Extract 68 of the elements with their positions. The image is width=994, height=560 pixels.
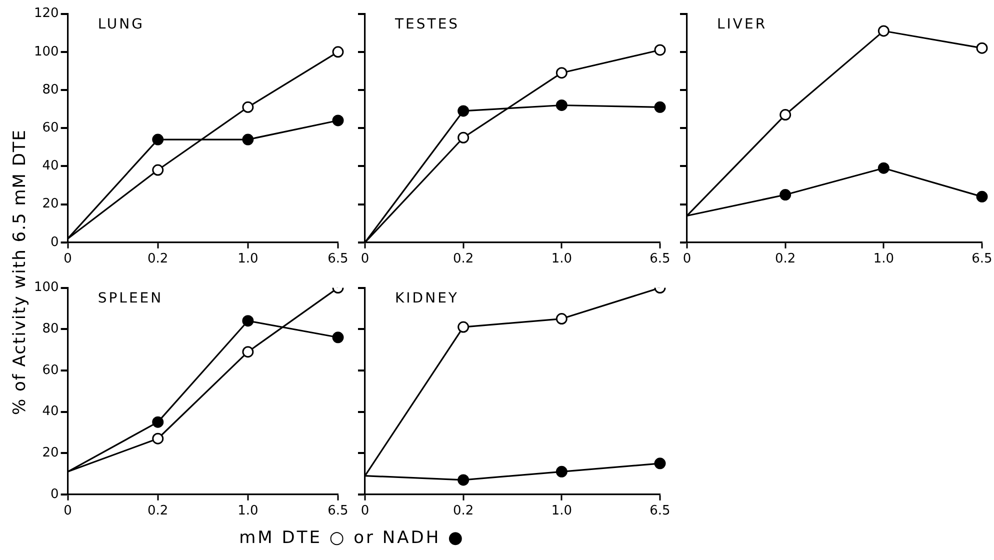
y-tick-label: 120 [34,6,59,22]
y-tick-label: 60 [42,362,59,378]
point [654,44,666,56]
y-tick-label: 40 [42,158,59,174]
point [976,190,988,202]
x-tick-label: 1.0 [873,252,894,267]
x-tick-label: 1.0 [238,504,258,519]
y-tick-label: 100 [34,44,59,60]
x-tick-label: 1.0 [551,504,572,519]
point [332,332,344,344]
y-tick-label: 80 [42,321,59,336]
x-tick-label: 0 [64,252,72,267]
x-tick-label: 0.2 [148,252,168,267]
x-tick-label: 0.2 [452,504,474,519]
x-tick-label: 0 [360,504,370,519]
x-axis-title: mM DTE ○ or NADH ● [238,528,466,548]
point [458,105,470,117]
y-tick-label: 60 [42,120,59,136]
x-tick-label: 0.2 [148,504,168,519]
x-tick-label: 0 [64,504,72,519]
point [780,109,792,121]
point [152,164,164,176]
point [654,458,666,470]
point [242,346,254,358]
x-tick-label: 0 [360,252,370,267]
chart-title: SPLEEN [98,290,164,306]
point [242,101,254,113]
y-tick-label: 100 [34,280,59,296]
point [654,101,666,113]
x-tick-label: 0.2 [452,252,474,267]
point [332,46,344,58]
x-tick-label: 1.0 [238,252,258,267]
point [458,132,470,144]
point [556,99,568,111]
point [878,162,890,174]
point [152,432,164,444]
point [332,114,344,126]
y-tick-label: 20 [42,445,59,460]
point [242,134,254,146]
point [556,313,568,325]
x-tick-label: 6.5 [328,252,348,267]
y-tick-label: 0 [50,234,59,250]
point [152,416,164,428]
y-axis-title: % of Activity with 6.5 mM DTE [10,128,30,418]
point [556,67,568,79]
point [152,134,164,146]
chart-title: LUNG [98,16,144,32]
x-tick-label: 6.5 [328,504,348,519]
point [976,42,988,54]
x-tick-label: 6.5 [650,252,670,267]
y-tick-label: 0 [50,486,59,502]
point [780,189,792,201]
chart-title: TESTES [394,16,460,32]
point [878,25,890,37]
y-tick-label: 80 [42,82,59,98]
x-tick-label: 0.2 [774,252,796,267]
x-tick-label: 0 [682,252,692,267]
point [556,466,568,478]
chart-title: LIVER [717,16,768,32]
x-tick-label: 6.5 [650,504,670,519]
y-tick-label: 20 [42,196,59,212]
chart-title: KIDNEY [395,290,459,306]
point [458,321,470,333]
x-tick-label: 1.0 [551,252,572,267]
x-tick-label: 6.5 [972,252,992,267]
point [242,315,254,327]
point [458,474,470,486]
y-tick-label: 40 [42,404,59,420]
